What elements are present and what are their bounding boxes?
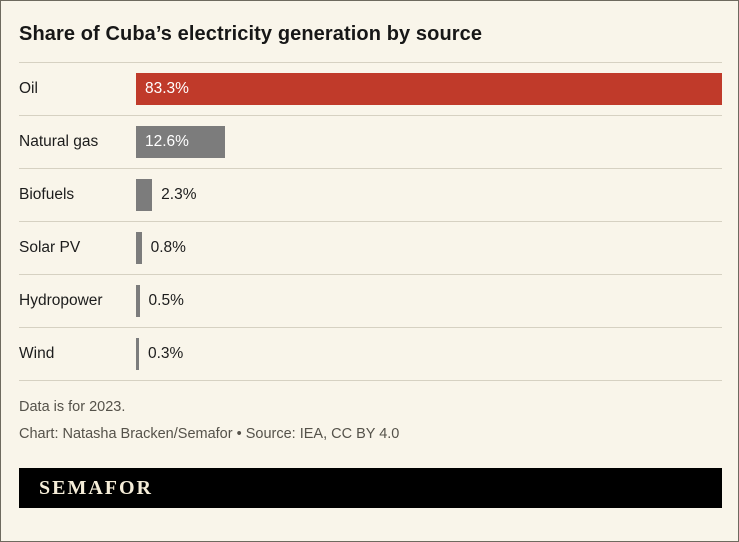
value-label: 0.5% xyxy=(148,292,184,309)
bar: 83.3% xyxy=(136,73,722,105)
footnote: Data is for 2023. xyxy=(19,399,126,415)
chart-row: Oil 83.3% xyxy=(19,62,722,115)
brand-banner: SEMAFOR xyxy=(19,468,722,508)
bar xyxy=(136,179,153,211)
credit-line: Chart: Natasha Bracken/Semafor • Source:… xyxy=(19,426,400,442)
chart-row: Hydropower 0.5% xyxy=(19,274,722,327)
category-label: Hydropower xyxy=(19,292,103,309)
semafor-logo: SEMAFOR xyxy=(39,476,153,499)
value-label: 83.3% xyxy=(145,80,189,97)
chart-row: Solar PV 0.8% xyxy=(19,221,722,274)
value-label: 2.3% xyxy=(161,186,197,203)
bar-area: 0.3% xyxy=(136,328,722,380)
category-label: Natural gas xyxy=(19,133,99,150)
category-label: Biofuels xyxy=(19,186,75,203)
bar-area: 0.5% xyxy=(136,275,722,327)
value-label: 0.8% xyxy=(150,239,186,256)
bar-area: 2.3% xyxy=(136,169,722,221)
bar xyxy=(136,338,139,370)
chart-title: Share of Cuba’s electricity generation b… xyxy=(19,23,483,45)
value-label: 0.3% xyxy=(148,345,184,362)
value-label: 12.6% xyxy=(145,133,189,150)
bar-chart: Oil 83.3% Natural gas 12.6% Biofuels 2.3% Sola… xyxy=(19,62,722,381)
category-label: Wind xyxy=(19,345,55,362)
bar-area: 83.3% xyxy=(136,63,722,115)
chart-row: Biofuels 2.3% xyxy=(19,168,722,221)
chart-row: Natural gas 12.6% xyxy=(19,115,722,168)
category-label: Oil xyxy=(19,80,38,97)
chart-row: Wind 0.3% xyxy=(19,327,722,380)
category-label: Solar PV xyxy=(19,239,81,256)
bar-area: 0.8% xyxy=(136,222,722,274)
bar xyxy=(136,232,142,264)
bar: 12.6% xyxy=(136,126,225,158)
bar-area: 12.6% xyxy=(136,116,722,168)
bar xyxy=(136,285,140,317)
